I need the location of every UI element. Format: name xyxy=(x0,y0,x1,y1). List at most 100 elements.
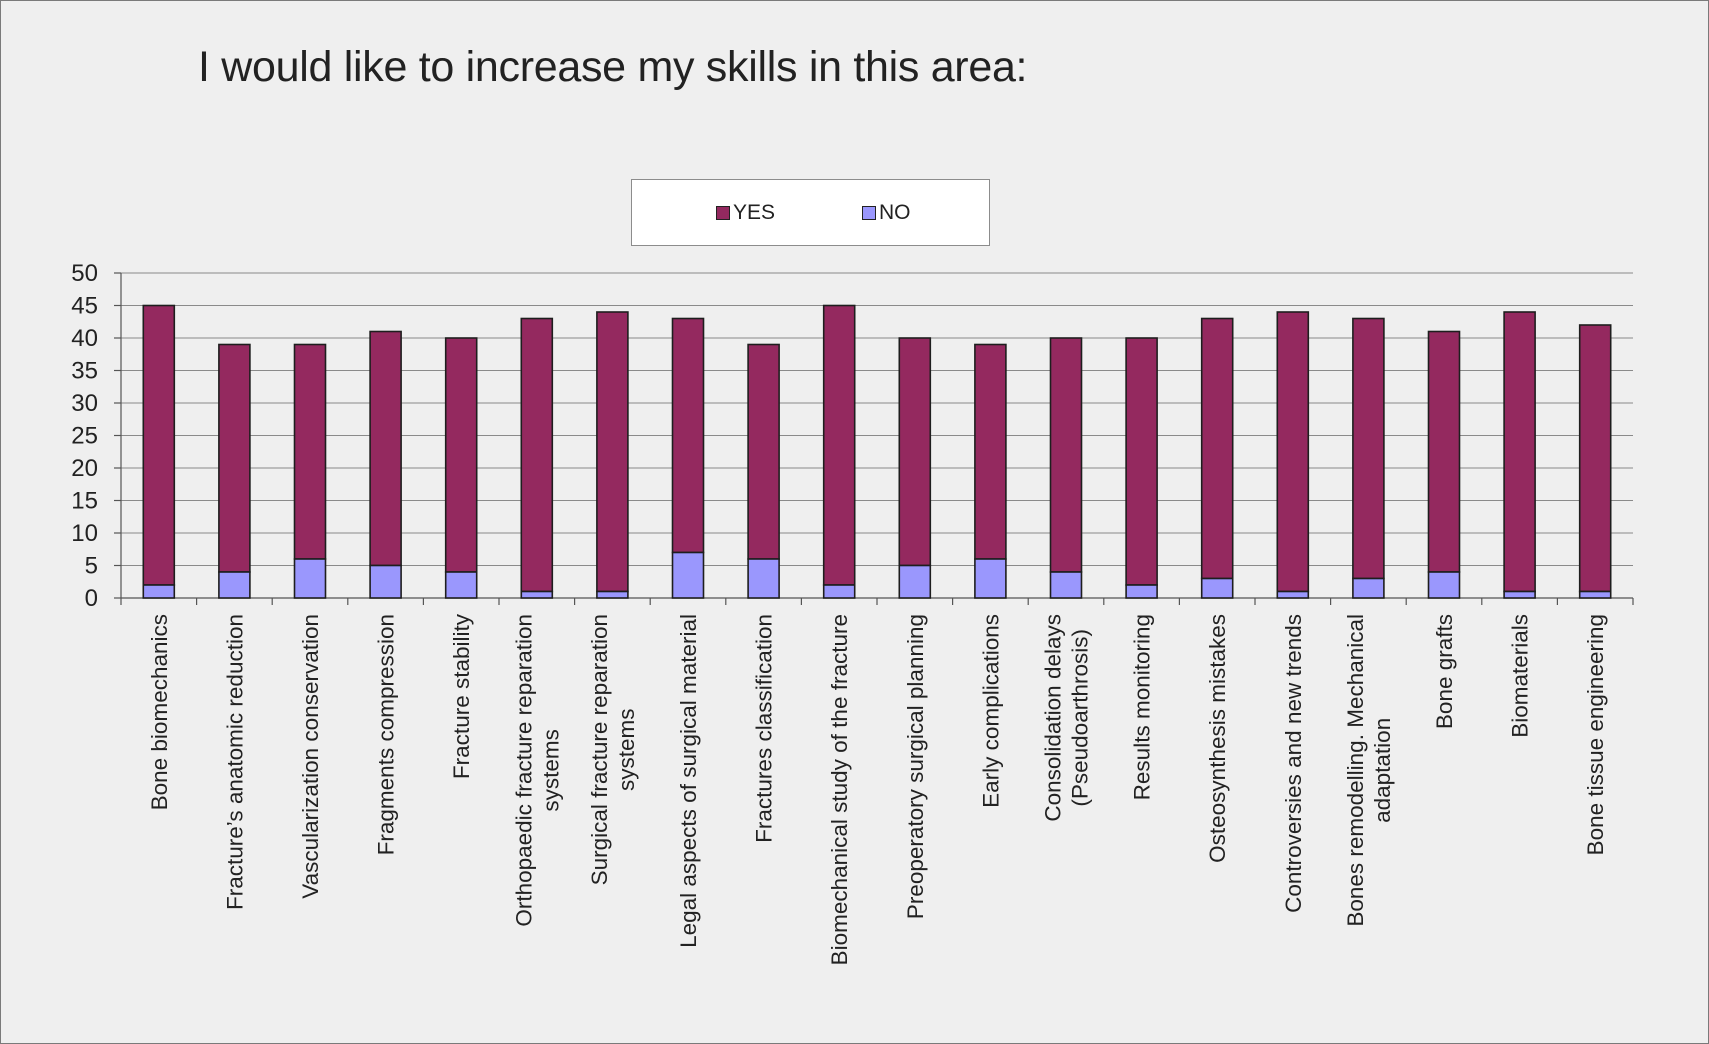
chart-legend: YES NO xyxy=(631,179,990,246)
bar-no xyxy=(1352,577,1385,599)
legend-swatch-yes xyxy=(716,206,730,220)
x-tick-label: (Pseudoarthrosis) xyxy=(1068,629,1093,807)
bar-no xyxy=(1276,590,1310,599)
x-tick-label: adaptation xyxy=(1370,718,1395,823)
bar-no xyxy=(596,590,629,599)
bar-yes xyxy=(444,337,478,573)
bar-no xyxy=(898,564,932,599)
y-tick-label: 0 xyxy=(85,585,98,612)
bar-yes xyxy=(1125,337,1158,586)
x-tick-label: Fragments compression xyxy=(374,614,399,855)
x-tick-label-group: Surgical fracture reparation systems xyxy=(587,614,639,885)
bar-yes xyxy=(1276,311,1310,593)
bar-yes xyxy=(1200,317,1234,580)
bar-no xyxy=(1578,590,1612,599)
x-tick-label: Results monitoring xyxy=(1130,614,1155,800)
y-tick-label: 10 xyxy=(71,520,98,547)
x-tick-label: Surgical fracture reparation xyxy=(587,614,612,885)
legend-item-yes: YES xyxy=(716,201,775,225)
x-tick-label: Bone biomechanics xyxy=(147,614,172,810)
bar-yes xyxy=(898,337,932,567)
x-tick-label: Legal aspects of surgical material xyxy=(676,614,701,948)
x-tick-label-group: Bone grafts xyxy=(1432,614,1457,729)
bar-no xyxy=(369,564,402,599)
bar-no xyxy=(1200,577,1234,599)
bar-no xyxy=(520,590,554,599)
x-tick-label: Orthopaedic fracture reparation xyxy=(511,614,536,927)
bar-yes xyxy=(747,343,780,560)
bar-yes xyxy=(822,304,856,586)
x-tick-label-group: Consolidation delays (Pseudoarthrosis) xyxy=(1041,614,1093,822)
bar-no xyxy=(444,571,478,599)
y-tick-label: 40 xyxy=(71,325,98,352)
x-tick-label: Preoperatory surgical planning xyxy=(903,614,928,919)
bar-yes xyxy=(974,343,1007,560)
x-tick-label-group: Fragments compression xyxy=(374,614,399,855)
x-tick-label-group: Biomechanical study of the fracture xyxy=(827,614,852,965)
bar-no xyxy=(142,584,176,599)
bar-yes xyxy=(520,317,554,593)
bar-yes xyxy=(671,317,705,554)
y-tick-label: 45 xyxy=(71,293,98,320)
y-tick-label: 30 xyxy=(71,390,98,417)
x-tick-label: Fractures classification xyxy=(752,614,777,843)
x-tick-label: systems xyxy=(614,708,639,791)
bar-no xyxy=(822,584,856,599)
bar-no xyxy=(1503,590,1536,599)
bar-yes xyxy=(596,311,629,593)
x-tick-label-group: Results monitoring xyxy=(1130,614,1155,800)
y-tick-label: 15 xyxy=(71,488,98,515)
x-tick-label: Fracture stability xyxy=(449,613,474,779)
bar-yes xyxy=(142,304,176,586)
x-tick-label-group: Controversies and new trends xyxy=(1281,614,1306,913)
x-tick-label: Biomechanical study of the fracture xyxy=(827,614,852,965)
x-tick-label-group: Osteosynthesis mistakes xyxy=(1205,614,1230,863)
y-tick-label: 5 xyxy=(85,553,98,580)
bar-yes xyxy=(218,343,251,573)
bar-no xyxy=(293,558,327,599)
bar-no xyxy=(218,571,251,599)
bar-no xyxy=(671,551,705,599)
bar-yes xyxy=(1352,317,1385,580)
x-tick-label: Fracture’s anatomic reduction xyxy=(222,614,247,910)
y-tick-label: 35 xyxy=(71,358,98,385)
x-tick-label: Biomaterials xyxy=(1508,614,1533,738)
bar-no xyxy=(974,558,1007,599)
y-tick-label: 50 xyxy=(71,260,98,287)
x-tick-label-group: Legal aspects of surgical material xyxy=(676,614,701,948)
bar-yes xyxy=(1578,324,1612,593)
x-tick-label-group: Biomaterials xyxy=(1508,614,1533,738)
x-tick-label: Controversies and new trends xyxy=(1281,614,1306,913)
legend-item-no: NO xyxy=(862,201,911,225)
x-tick-label-group: Orthopaedic fracture reparation systems xyxy=(511,614,563,927)
x-tick-label: Osteosynthesis mistakes xyxy=(1205,614,1230,863)
x-tick-label: Bones remodelling. Mechanical xyxy=(1343,614,1368,927)
chart-title: I would like to increase my skills in th… xyxy=(198,43,1028,91)
bar-no xyxy=(747,558,780,599)
x-tick-label-group: Fractures classification xyxy=(752,614,777,843)
legend-label-no: NO xyxy=(879,201,911,224)
x-tick-label-group: Bone biomechanics xyxy=(147,614,172,810)
bar-yes xyxy=(1503,311,1536,593)
bar-yes xyxy=(293,343,327,560)
x-tick-label: systems xyxy=(538,729,563,812)
y-tick-label: 20 xyxy=(71,455,98,482)
x-tick-label: Early complications xyxy=(978,614,1003,808)
x-tick-label-group: Early complications xyxy=(978,614,1003,808)
x-tick-label-group: Fracture’s anatomic reduction xyxy=(222,614,247,910)
x-tick-label-group: Preoperatory surgical planning xyxy=(903,614,928,919)
bar-yes xyxy=(1049,337,1083,573)
x-tick-label: Bone tissue engineering xyxy=(1583,614,1608,855)
legend-swatch-no xyxy=(862,206,876,220)
x-tick-label: Vascularization conservation xyxy=(298,614,323,899)
x-tick-label-group: Bones remodelling. Mechanical adaptation xyxy=(1343,614,1395,927)
x-tick-label: Bone grafts xyxy=(1432,614,1457,729)
bar-no xyxy=(1427,571,1461,599)
legend-label-yes: YES xyxy=(733,201,776,224)
bar-no xyxy=(1049,571,1083,599)
bar-no xyxy=(1125,584,1158,599)
y-tick-label: 25 xyxy=(71,423,98,450)
x-tick-label: Consolidation delays xyxy=(1041,614,1066,822)
x-tick-label-group: Fracture stability xyxy=(449,613,474,779)
